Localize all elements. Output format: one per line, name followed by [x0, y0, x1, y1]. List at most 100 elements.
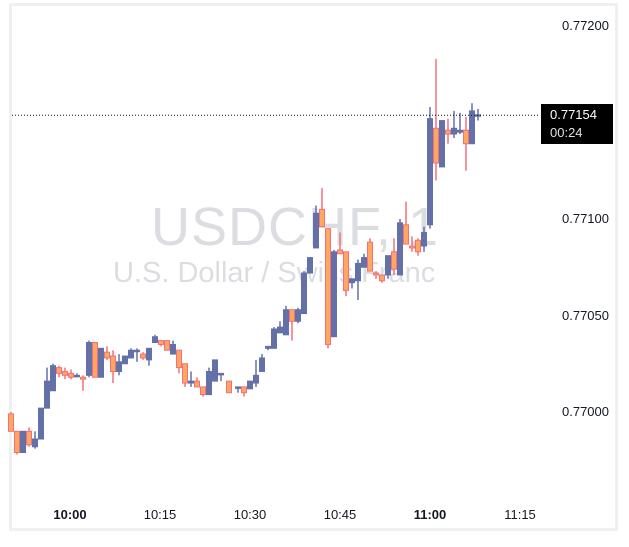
candle-body	[152, 336, 158, 344]
candle-down[interactable]	[164, 340, 170, 351]
candle-up[interactable]	[86, 340, 92, 378]
candle-body	[457, 129, 463, 133]
candle-up[interactable]	[128, 348, 134, 359]
candle-down[interactable]	[226, 380, 232, 394]
candle-up[interactable]	[116, 354, 122, 376]
candle-down[interactable]	[409, 236, 415, 252]
candle-body	[277, 326, 283, 334]
candle-down[interactable]	[194, 377, 200, 388]
candle-down[interactable]	[158, 340, 164, 347]
candle-up[interactable]	[134, 348, 140, 362]
candle-down[interactable]	[373, 271, 379, 279]
candle-body	[44, 380, 50, 409]
candle-up[interactable]	[277, 321, 283, 334]
candle-down[interactable]	[379, 274, 385, 283]
candle-down[interactable]	[337, 232, 343, 255]
candle-down[interactable]	[391, 238, 397, 275]
candle-up[interactable]	[283, 305, 289, 336]
price-label: 0.77200	[562, 18, 609, 33]
candle-up[interactable]	[469, 103, 475, 145]
candle-up[interactable]	[313, 205, 319, 249]
candle-body	[92, 342, 98, 378]
candle-down[interactable]	[8, 412, 14, 432]
candle-up[interactable]	[212, 359, 218, 382]
candle-body	[361, 257, 367, 268]
candle-up[interactable]	[439, 120, 445, 168]
candle-up[interactable]	[206, 367, 212, 396]
candle-down[interactable]	[319, 188, 325, 228]
candle-body	[325, 228, 331, 345]
candle-up[interactable]	[74, 373, 80, 378]
candle-up[interactable]	[331, 249, 337, 338]
candle-body	[68, 372, 74, 378]
candle-down[interactable]	[68, 369, 74, 380]
candle-up[interactable]	[361, 253, 367, 268]
candle-up[interactable]	[397, 219, 403, 276]
candle-up[interactable]	[247, 380, 253, 390]
candle-body	[110, 355, 116, 372]
candle-down[interactable]	[325, 228, 331, 349]
candle-up[interactable]	[355, 259, 361, 301]
candle-up[interactable]	[385, 255, 391, 279]
candle-up[interactable]	[152, 334, 158, 344]
candle-up[interactable]	[301, 271, 307, 315]
candle-up[interactable]	[98, 347, 104, 378]
candle-up[interactable]	[122, 355, 128, 365]
candle-up[interactable]	[235, 386, 241, 393]
candle-body	[56, 367, 62, 374]
candle-up[interactable]	[253, 359, 259, 387]
candle-body	[403, 224, 409, 245]
candle-body	[235, 386, 241, 389]
candle-up[interactable]	[218, 372, 224, 382]
candle-down[interactable]	[92, 342, 98, 378]
candle-body	[385, 255, 391, 276]
candle-up[interactable]	[44, 367, 50, 409]
candle-body	[226, 380, 232, 394]
bar-countdown: 00:24	[550, 125, 583, 141]
candle-down[interactable]	[56, 365, 62, 378]
candle-body	[62, 370, 68, 376]
candle-body	[200, 386, 206, 396]
candle-down[interactable]	[241, 386, 247, 397]
candle-up[interactable]	[38, 407, 44, 440]
candle-down[interactable]	[445, 118, 451, 144]
candle-down[interactable]	[14, 430, 20, 455]
candle-up[interactable]	[146, 347, 152, 366]
candle-down[interactable]	[415, 238, 421, 256]
candle-up[interactable]	[259, 354, 265, 372]
candle-down[interactable]	[62, 367, 68, 380]
candle-up[interactable]	[457, 112, 463, 135]
candle-down[interactable]	[26, 427, 32, 447]
candle-down[interactable]	[433, 58, 439, 181]
candle-up[interactable]	[295, 307, 301, 324]
candle-body	[409, 245, 415, 249]
candle-up[interactable]	[421, 226, 427, 252]
candle-down[interactable]	[289, 309, 295, 341]
candle-up[interactable]	[427, 107, 433, 229]
candle-down[interactable]	[200, 386, 206, 397]
candle-up[interactable]	[50, 363, 56, 392]
candle-body	[433, 127, 439, 164]
candle-down[interactable]	[80, 375, 86, 391]
candle-down[interactable]	[176, 349, 182, 374]
candle-down[interactable]	[463, 116, 469, 171]
candle-up[interactable]	[349, 278, 355, 289]
candle-down[interactable]	[110, 350, 116, 384]
candle-up[interactable]	[188, 371, 194, 387]
candle-down[interactable]	[104, 346, 110, 360]
candle-up[interactable]	[32, 431, 38, 449]
candle-up[interactable]	[271, 327, 277, 349]
candle-up[interactable]	[307, 257, 313, 274]
candle-down[interactable]	[403, 201, 409, 245]
candle-up[interactable]	[170, 340, 176, 355]
candle-up[interactable]	[265, 345, 271, 351]
candle-up[interactable]	[20, 430, 26, 454]
candle-body	[343, 251, 349, 291]
candle-down[interactable]	[140, 352, 146, 360]
candle-down[interactable]	[182, 363, 188, 387]
candle-body	[331, 251, 337, 338]
candle-down[interactable]	[367, 238, 373, 272]
candle-down[interactable]	[343, 251, 349, 297]
candle-body	[158, 340, 164, 345]
